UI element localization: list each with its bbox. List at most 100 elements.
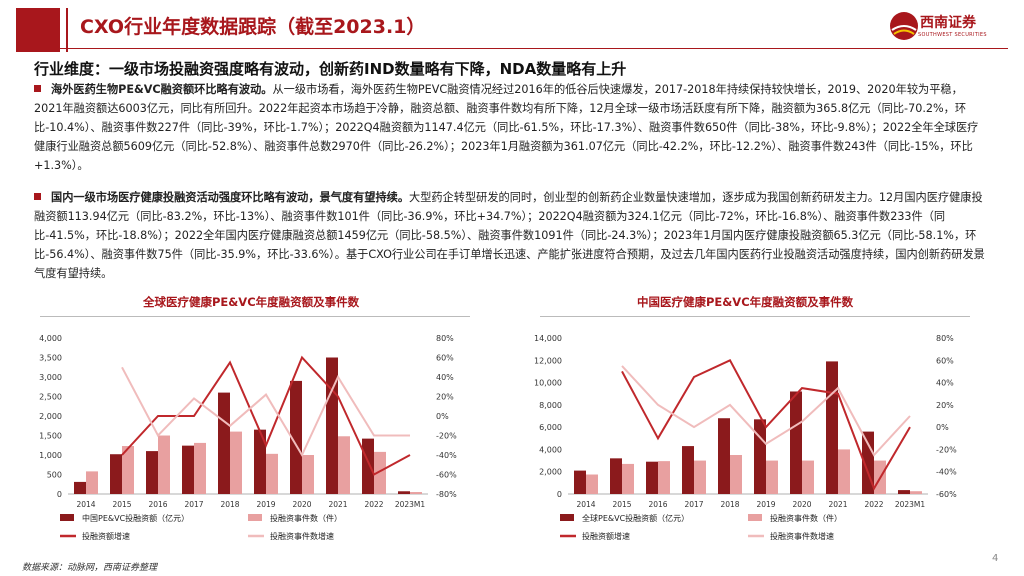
paragraph-lead: 海外医药生物PE&VC融资额环比略有波动。 — [51, 83, 273, 96]
bullet-icon — [34, 85, 41, 92]
y-left-tick-label: 12,000 — [534, 356, 562, 365]
line-series-3 — [121, 366, 410, 458]
bar-series-1 — [694, 460, 706, 494]
line-series-3 — [621, 365, 911, 457]
logo-subtext: SOUTHWEST SECURITIES — [918, 32, 987, 38]
y-right-tick-label: 40% — [436, 373, 454, 382]
bar-series-1 — [302, 455, 314, 494]
y-right-tick-label: 20% — [936, 401, 954, 410]
bar-series-1 — [802, 460, 814, 494]
bar-series-1 — [230, 431, 242, 494]
x-tick-label: 2019 — [256, 500, 275, 509]
bar-series-0 — [646, 461, 658, 494]
y-right-tick-label: -20% — [436, 432, 457, 441]
bar-series-0 — [74, 481, 86, 494]
legend-label-1: 投融资事件数（件） — [770, 513, 842, 523]
legend-swatch-1 — [248, 514, 262, 521]
chart-title-global: 全球医疗健康PE&VC年度融资额及事件数 — [143, 295, 360, 309]
logo-text: 西南证券 — [920, 15, 976, 31]
bar-series-0 — [826, 361, 838, 494]
chart-china: 0 2,000 4,000 6,000 8,000 10,000 12,000 14,000 -… — [534, 334, 957, 541]
y-left-tick-label: 3,500 — [39, 354, 62, 363]
legend-swatch-0 — [560, 514, 574, 521]
y-left-tick-label: 500 — [47, 471, 62, 480]
bar-series-1 — [658, 461, 670, 494]
legend-label-3: 投融资事件数增速 — [270, 531, 334, 541]
bar-series-0 — [326, 357, 338, 494]
logo — [890, 12, 918, 40]
y-right-tick-label: -60% — [436, 471, 457, 480]
bar-series-0 — [110, 454, 122, 494]
bar-series-0 — [718, 418, 730, 494]
paragraph-domestic: 国内一级市场医疗健康投融资活动强度环比略有波动，景气度有望持续。大型药企转型研发… — [34, 188, 986, 283]
y-left-tick-label: 1,000 — [39, 451, 62, 460]
x-tick-label: 2017 — [184, 500, 203, 509]
x-tick-label: 2021 — [328, 500, 347, 509]
bar-series-0 — [254, 429, 266, 494]
y-left-tick-label: 14,000 — [534, 334, 562, 343]
legend-swatch-1 — [748, 514, 762, 521]
bar-series-0 — [574, 470, 586, 494]
x-tick-label: 2020 — [792, 500, 811, 509]
y-left-tick-label: 4,000 — [539, 445, 562, 454]
legend-swatch-0 — [60, 514, 74, 521]
y-right-tick-label: -40% — [436, 451, 457, 460]
x-tick-label: 2017 — [684, 500, 703, 509]
line-series-2 — [121, 355, 411, 476]
paragraph-lead: 国内一级市场医疗健康投融资活动强度环比略有波动，景气度有望持续。 — [51, 191, 410, 204]
legend-label-2: 投融资额增速 — [82, 531, 130, 541]
legend-label-1: 投融资事件数（件） — [270, 513, 342, 523]
chart-title-china: 中国医疗健康PE&VC年度融资额及事件数 — [637, 295, 854, 309]
bar-series-1 — [586, 474, 598, 494]
y-left-tick-label: 2,500 — [39, 393, 62, 402]
y-right-tick-label: 20% — [436, 393, 454, 402]
y-right-tick-label: 40% — [936, 379, 954, 388]
x-tick-label: 2023M1 — [395, 500, 426, 509]
y-left-tick-label: 0 — [557, 490, 562, 499]
bar-series-0 — [682, 446, 694, 494]
x-tick-label: 2018 — [220, 500, 239, 509]
bar-series-1 — [194, 442, 206, 494]
bar-series-0 — [610, 458, 622, 494]
x-tick-label: 2020 — [292, 500, 311, 509]
bar-series-0 — [398, 491, 410, 494]
paragraph-body: 大型药企转型研发的同时，创业型的创新药企业数量快速增加，逐步成为我国创新药研发主… — [34, 191, 985, 280]
paragraph-overseas: 海外医药生物PE&VC融资额环比略有波动。从一级市场看，海外医药生物PEVC融资… — [34, 80, 986, 175]
line-series-2 — [621, 358, 911, 491]
x-tick-label: 2022 — [864, 500, 883, 509]
legend-label-2: 投融资额增速 — [582, 531, 630, 541]
x-tick-label: 2014 — [76, 500, 95, 509]
chart-divider — [540, 316, 970, 317]
y-left-tick-label: 3,000 — [39, 373, 62, 382]
y-left-tick-label: 0 — [57, 490, 62, 499]
x-tick-label: 2021 — [828, 500, 847, 509]
y-right-tick-label: 80% — [936, 334, 954, 343]
x-tick-label: 2015 — [612, 500, 631, 509]
y-left-tick-label: 10,000 — [534, 379, 562, 388]
bar-series-0 — [898, 490, 910, 494]
section-subtitle: 行业维度：一级市场投融资强度略有波动，创新药IND数量略有下降，NDA数量略有上… — [34, 60, 627, 78]
paragraph-body: 从一级市场看，海外医药生物PEVC融资情况经过2016年的低谷后快速爆发，201… — [34, 83, 979, 172]
y-left-tick-label: 8,000 — [539, 401, 562, 410]
y-right-tick-label: -60% — [936, 490, 957, 499]
y-right-tick-label: 0% — [936, 423, 949, 432]
y-left-tick-label: 2,000 — [539, 468, 562, 477]
bar-series-0 — [146, 451, 158, 494]
y-right-tick-label: -80% — [436, 490, 457, 499]
bar-series-1 — [730, 455, 742, 494]
bar-series-1 — [910, 491, 922, 494]
y-left-tick-label: 6,000 — [539, 423, 562, 432]
bar-series-0 — [290, 380, 302, 494]
bar-series-1 — [338, 436, 350, 494]
x-tick-label: 2018 — [720, 500, 739, 509]
legend-label-0: 全球PE&VC投融资额（亿元） — [582, 513, 689, 523]
x-tick-label: 2015 — [112, 500, 131, 509]
bar-series-1 — [266, 453, 278, 494]
x-tick-label: 2016 — [648, 500, 667, 509]
bar-series-0 — [790, 391, 802, 494]
bullet-icon — [34, 193, 41, 200]
bar-series-1 — [158, 435, 170, 494]
bar-series-1 — [122, 446, 134, 494]
y-right-tick-label: 80% — [436, 334, 454, 343]
y-left-tick-label: 1,500 — [39, 432, 62, 441]
